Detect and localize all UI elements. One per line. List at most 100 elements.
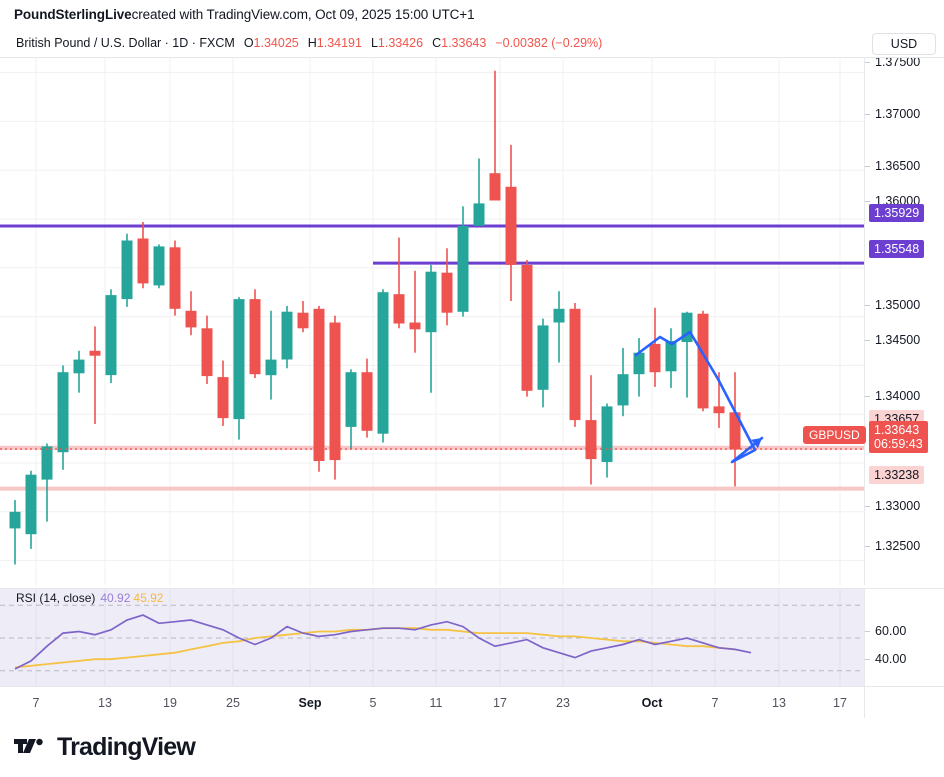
time-axis-label: 7 bbox=[32, 696, 40, 710]
candle-body bbox=[681, 312, 693, 342]
rsi-pane[interactable] bbox=[0, 588, 864, 686]
candle-body bbox=[601, 406, 613, 462]
candle-body bbox=[57, 372, 69, 453]
price-axis-label: 1.35000 bbox=[875, 298, 921, 312]
rsi-ma-line bbox=[14, 627, 736, 669]
price-axis-label: 1.34000 bbox=[875, 389, 921, 403]
currency-badge[interactable]: USD bbox=[872, 33, 936, 55]
tradingview-mark-icon bbox=[14, 738, 43, 753]
price-axis-tag[interactable]: 1.33238 bbox=[869, 466, 925, 484]
candle-body bbox=[169, 247, 181, 309]
candle-body bbox=[41, 446, 53, 480]
price-axis-tick bbox=[865, 62, 870, 63]
candle-body bbox=[9, 511, 21, 529]
time-axis[interactable]: 7 13 19 25 Sep 5 11 17 23 Oct 7 13 17 bbox=[0, 686, 944, 719]
candle-body bbox=[489, 173, 501, 201]
price-axis-tick bbox=[865, 305, 870, 306]
time-axis-label: 5 bbox=[369, 696, 377, 710]
candle-body bbox=[617, 374, 629, 406]
candle-body bbox=[233, 299, 245, 420]
candle-body bbox=[697, 313, 709, 409]
candle-body bbox=[521, 264, 533, 391]
attribution-text: created with TradingView.com, Oct 09, 20… bbox=[131, 6, 475, 22]
price-axis-tag[interactable]: 1.33643 06:59:43 bbox=[869, 421, 928, 453]
candle-body bbox=[121, 240, 133, 300]
candle-body bbox=[393, 294, 405, 324]
rsi-axis-label: 60.00 bbox=[875, 624, 907, 638]
candle-body bbox=[89, 350, 101, 356]
price-axis-tick bbox=[865, 166, 870, 167]
time-axis-label: 13 bbox=[772, 696, 786, 710]
rsi-legend: RSI (14, close) 40.92 45.92 bbox=[16, 591, 163, 605]
ohlc-high: H1.34191 bbox=[307, 35, 362, 50]
candle-body bbox=[361, 372, 373, 431]
price-axis-label: 1.37000 bbox=[875, 107, 921, 121]
price-axis-tick bbox=[865, 396, 870, 397]
candle-body bbox=[553, 308, 565, 323]
ohlc-low: L1.33426 bbox=[370, 35, 424, 50]
series-flag[interactable]: GBPUSD bbox=[803, 426, 866, 444]
rsi-ma-value: 45.92 bbox=[133, 591, 164, 605]
time-axis-label: 25 bbox=[226, 696, 240, 710]
candle-body bbox=[665, 341, 677, 372]
candle-body bbox=[345, 372, 357, 427]
candle-body bbox=[473, 203, 485, 226]
candle-body bbox=[153, 246, 165, 286]
axis-divider bbox=[864, 687, 865, 719]
countdown-timer: 06:59:43 bbox=[874, 437, 923, 451]
time-axis-label: 13 bbox=[98, 696, 112, 710]
candle-body bbox=[329, 322, 341, 461]
candle-body bbox=[25, 474, 37, 535]
price-axis-tick bbox=[865, 340, 870, 341]
price-axis-tag-value: 1.33238 bbox=[874, 468, 920, 482]
time-axis-label: Sep bbox=[298, 696, 322, 710]
price-axis[interactable]: 1.37500 1.37000 1.36500 1.36000 1.35000 1.345… bbox=[864, 58, 944, 585]
rsi-axis-tick bbox=[865, 659, 870, 660]
candle-body bbox=[265, 359, 277, 376]
candle-body bbox=[185, 310, 197, 328]
footer-logo: TradingView bbox=[0, 718, 944, 777]
symbol-title[interactable]: British Pound / U.S. Dollar · 1D · FXCM bbox=[16, 35, 235, 50]
price-axis-tick bbox=[865, 546, 870, 547]
chart-legend: British Pound / U.S. Dollar · 1D · FXCM … bbox=[0, 28, 944, 58]
price-axis-tick bbox=[865, 506, 870, 507]
price-axis-label: 1.34500 bbox=[875, 333, 921, 347]
candle-body bbox=[425, 271, 437, 333]
candle-body bbox=[73, 359, 85, 374]
candle-body bbox=[585, 420, 597, 460]
time-axis-label: 7 bbox=[711, 696, 719, 710]
candle-body bbox=[633, 352, 645, 375]
attribution-brand: PoundSterlingLive bbox=[14, 6, 132, 22]
candle-body bbox=[105, 295, 117, 376]
candle-body bbox=[377, 292, 389, 434]
trend-arrow-head bbox=[751, 438, 762, 449]
candle-body bbox=[137, 238, 149, 284]
candle-body bbox=[505, 186, 517, 265]
price-axis-tag[interactable]: 1.35548 bbox=[869, 240, 925, 258]
candle-body bbox=[537, 325, 549, 390]
price-change: −0.00382 (−0.29%) bbox=[495, 35, 603, 50]
candle-body bbox=[201, 328, 213, 377]
rsi-axis[interactable]: 60.00 40.00 bbox=[864, 588, 944, 686]
price-axis-tag-value: 1.33643 bbox=[874, 423, 920, 437]
candle-body bbox=[281, 311, 293, 360]
candle-body bbox=[249, 299, 261, 375]
tradingview-wordmark: TradingView bbox=[57, 733, 196, 761]
time-axis-label: 17 bbox=[833, 696, 847, 710]
price-axis-label: 1.32500 bbox=[875, 539, 921, 553]
price-chart-pane[interactable] bbox=[0, 58, 864, 585]
rsi-title: RSI (14, close) bbox=[16, 591, 96, 605]
candle-body bbox=[457, 225, 469, 312]
candle-body bbox=[441, 272, 453, 313]
rsi-plot bbox=[0, 589, 864, 686]
time-axis-label: 23 bbox=[556, 696, 570, 710]
candle-body bbox=[729, 412, 741, 450]
time-axis-label: 19 bbox=[163, 696, 177, 710]
attribution-bar: PoundSterlingLive created with TradingVi… bbox=[0, 0, 944, 28]
candle-body bbox=[649, 343, 661, 373]
candle-body bbox=[313, 308, 325, 461]
price-axis-tag[interactable]: 1.35929 bbox=[869, 204, 925, 222]
candle-body bbox=[297, 312, 309, 329]
time-axis-label: 11 bbox=[429, 696, 443, 710]
